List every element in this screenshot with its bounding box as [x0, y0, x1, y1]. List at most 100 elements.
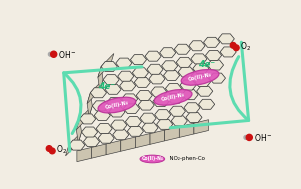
- Polygon shape: [176, 57, 192, 67]
- Polygon shape: [206, 50, 222, 60]
- Polygon shape: [209, 73, 225, 83]
- Polygon shape: [165, 127, 179, 141]
- Polygon shape: [153, 97, 169, 107]
- Polygon shape: [199, 99, 215, 109]
- Polygon shape: [135, 134, 150, 148]
- Circle shape: [48, 52, 52, 56]
- Polygon shape: [163, 70, 180, 81]
- Polygon shape: [174, 44, 191, 54]
- Polygon shape: [122, 94, 138, 104]
- Circle shape: [46, 146, 52, 151]
- Polygon shape: [184, 103, 200, 113]
- Text: Co(II)-N₄: Co(II)-N₄: [141, 156, 163, 161]
- Polygon shape: [180, 80, 196, 90]
- Text: NO₂-phen-Co: NO₂-phen-Co: [166, 156, 205, 161]
- Polygon shape: [94, 110, 110, 120]
- Polygon shape: [96, 124, 112, 134]
- Polygon shape: [69, 140, 85, 150]
- Polygon shape: [194, 120, 209, 134]
- Polygon shape: [121, 137, 135, 151]
- Polygon shape: [113, 130, 129, 140]
- Polygon shape: [127, 126, 144, 136]
- Polygon shape: [218, 34, 234, 44]
- Polygon shape: [111, 120, 127, 130]
- Text: O$_2$: O$_2$: [56, 143, 67, 156]
- Polygon shape: [92, 101, 108, 111]
- Polygon shape: [126, 117, 141, 127]
- Text: Co(II)-N₄: Co(II)-N₄: [161, 92, 185, 102]
- Text: O$_2$: O$_2$: [240, 40, 251, 53]
- Polygon shape: [123, 104, 140, 114]
- Polygon shape: [145, 51, 161, 61]
- Polygon shape: [118, 71, 134, 81]
- Polygon shape: [182, 90, 198, 100]
- Text: Co(II)-N₄: Co(II)-N₄: [105, 100, 129, 110]
- Polygon shape: [150, 130, 165, 144]
- Polygon shape: [189, 41, 205, 51]
- Polygon shape: [203, 37, 220, 47]
- Polygon shape: [155, 110, 171, 120]
- Polygon shape: [79, 114, 96, 124]
- Ellipse shape: [181, 70, 219, 85]
- Polygon shape: [191, 54, 207, 64]
- Polygon shape: [149, 74, 165, 84]
- FancyArrowPatch shape: [170, 42, 249, 128]
- Polygon shape: [77, 147, 92, 162]
- Text: OH$^-$: OH$^-$: [254, 132, 273, 143]
- Text: OH$^-$: OH$^-$: [58, 49, 77, 60]
- Polygon shape: [207, 60, 224, 70]
- Circle shape: [246, 134, 252, 140]
- Polygon shape: [101, 62, 117, 72]
- Polygon shape: [186, 112, 202, 122]
- Polygon shape: [66, 132, 82, 156]
- Polygon shape: [116, 58, 132, 68]
- Polygon shape: [119, 81, 136, 91]
- Text: 4e⁻: 4e⁻: [198, 60, 215, 69]
- Polygon shape: [160, 48, 176, 58]
- Polygon shape: [76, 119, 82, 143]
- Polygon shape: [142, 123, 158, 133]
- Polygon shape: [132, 68, 148, 78]
- Circle shape: [230, 43, 236, 48]
- Polygon shape: [162, 61, 178, 71]
- Circle shape: [244, 136, 248, 139]
- Circle shape: [51, 51, 57, 57]
- Polygon shape: [193, 64, 209, 74]
- Polygon shape: [197, 86, 213, 96]
- Text: Co(II)-N₄: Co(II)-N₄: [188, 72, 212, 82]
- Polygon shape: [106, 140, 121, 155]
- Ellipse shape: [154, 90, 192, 105]
- Polygon shape: [92, 144, 106, 158]
- Polygon shape: [147, 64, 163, 74]
- Polygon shape: [138, 100, 154, 110]
- Polygon shape: [83, 137, 100, 147]
- Polygon shape: [179, 123, 194, 137]
- Polygon shape: [76, 106, 92, 130]
- Polygon shape: [87, 93, 92, 117]
- Polygon shape: [130, 55, 147, 65]
- Polygon shape: [167, 93, 184, 103]
- Text: 4e⁻: 4e⁻: [98, 82, 115, 91]
- Polygon shape: [98, 67, 103, 91]
- Polygon shape: [109, 107, 125, 117]
- Ellipse shape: [140, 155, 165, 163]
- Polygon shape: [103, 75, 119, 85]
- Polygon shape: [169, 106, 185, 116]
- Polygon shape: [220, 47, 236, 57]
- Polygon shape: [134, 77, 150, 87]
- Polygon shape: [98, 133, 114, 143]
- Circle shape: [49, 148, 55, 154]
- Polygon shape: [105, 84, 121, 94]
- Polygon shape: [166, 84, 182, 94]
- Polygon shape: [178, 67, 194, 77]
- Polygon shape: [157, 119, 173, 129]
- Polygon shape: [107, 97, 123, 107]
- Polygon shape: [136, 91, 152, 100]
- Polygon shape: [151, 87, 167, 97]
- FancyArrowPatch shape: [64, 67, 142, 151]
- Polygon shape: [87, 80, 103, 104]
- Ellipse shape: [98, 97, 136, 113]
- Polygon shape: [82, 127, 98, 137]
- Polygon shape: [98, 53, 114, 77]
- Polygon shape: [140, 113, 156, 123]
